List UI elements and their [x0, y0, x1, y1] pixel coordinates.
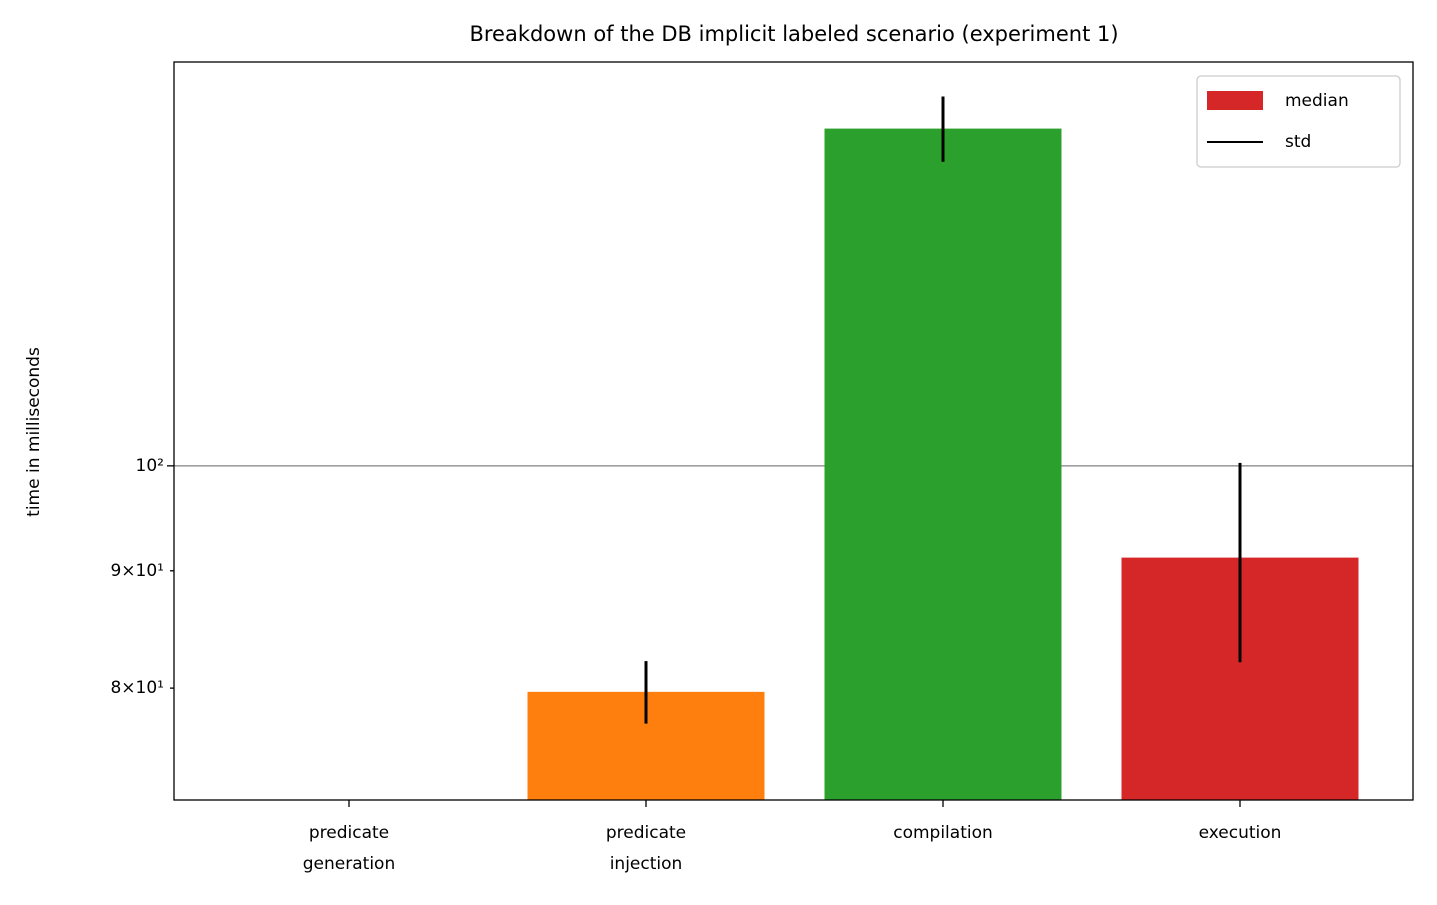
x-tick-label-line: execution — [1199, 823, 1282, 843]
legend-label: std — [1285, 132, 1311, 152]
y-tick-label: 9×10¹ — [110, 561, 164, 581]
x-tick-label-line: predicate — [309, 823, 389, 843]
x-tick-label: compilation — [893, 823, 993, 843]
x-tick-label-line: compilation — [893, 823, 993, 843]
legend-swatch — [1207, 91, 1263, 110]
x-tick-label-line: injection — [610, 854, 683, 874]
y-tick-label: 10² — [136, 456, 164, 476]
y-axis-label: time in milliseconds — [24, 347, 44, 517]
x-tick-label: predicate generation — [303, 823, 395, 874]
x-tick-label-line: generation — [303, 854, 395, 874]
plot-area — [527, 96, 1359, 800]
legend-box — [1196, 75, 1401, 168]
y-tick-label: 8×10¹ — [110, 678, 164, 698]
x-tick-label: predicate injection — [606, 823, 686, 874]
x-tick-label: execution — [1199, 823, 1282, 843]
bar — [824, 128, 1062, 800]
legend-label: median — [1285, 91, 1349, 111]
plot-frame — [173, 61, 1414, 801]
chart-title: Breakdown of the DB implicit labeled sce… — [469, 22, 1118, 46]
x-tick-label-line: predicate — [606, 823, 686, 843]
